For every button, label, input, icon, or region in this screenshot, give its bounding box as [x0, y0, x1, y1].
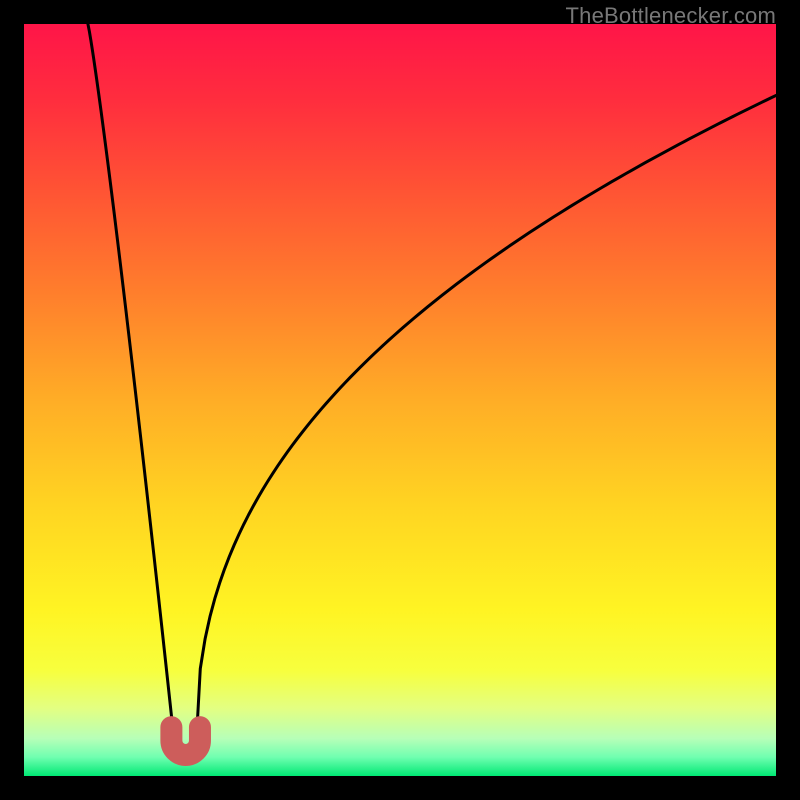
- curve-layer: [24, 24, 776, 776]
- plot-area: [24, 24, 776, 776]
- bottleneck-curve: [88, 24, 776, 757]
- watermark-text: TheBottlenecker.com: [566, 3, 776, 29]
- chart-stage: TheBottlenecker.com: [0, 0, 800, 800]
- minimum-marker: [171, 727, 200, 755]
